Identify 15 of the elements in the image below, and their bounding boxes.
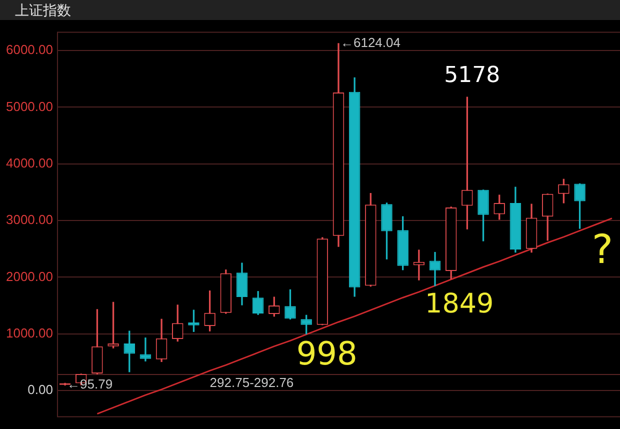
y-tick-label: 1000.00 (6, 325, 53, 340)
y-tick-label: 0.00 (28, 382, 53, 398)
y-tick-label: 5000.00 (6, 98, 53, 114)
ref-line-label: 292.75-292.76 (210, 375, 294, 390)
annotation: ←95.79 (67, 376, 113, 392)
annotation: ←6124.04 (340, 35, 400, 50)
y-tick-label: 6000.00 (6, 42, 53, 58)
y-tick-label: 2000.00 (6, 268, 53, 284)
y-tick-label: 3000.00 (6, 212, 53, 228)
annotation: 1849 (425, 288, 494, 320)
annotation: ? (592, 226, 614, 273)
y-tick-label: 4000.00 (6, 155, 53, 170)
annotation: 998 (296, 334, 358, 372)
chart-title: 上证指数 (0, 0, 620, 20)
annotation: 5178 (444, 62, 500, 88)
